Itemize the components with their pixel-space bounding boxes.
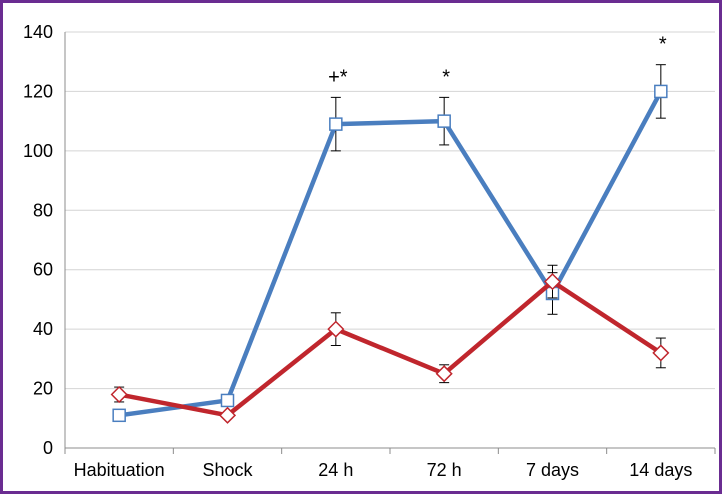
data-point [329,117,343,131]
x-tick-label: 14 days [629,460,692,480]
data-point [437,114,451,128]
y-tick-label: 60 [33,260,53,280]
y-tick-label: 0 [43,438,53,458]
series-1 [112,64,668,423]
x-tick-label: 72 h [427,460,462,480]
annotations: +* * * [328,34,667,89]
series [110,64,670,424]
x-tick-label: Shock [202,460,253,480]
series-line [118,279,663,418]
data-point [110,385,128,404]
x-tick-label: 7 days [526,460,579,480]
data-point [435,365,453,383]
y-tick-label: 120 [23,81,53,101]
significance-marker: +* [328,66,348,88]
data-point [220,393,235,408]
significance-marker: * [442,66,450,88]
significance-marker: * [659,34,667,56]
x-tick-label: 24 h [318,460,353,480]
data-point [654,84,668,99]
data-point [327,320,345,338]
gridlines [65,31,715,390]
y-tick-label: 80 [33,200,53,220]
series-2 [110,264,670,424]
y-tick-label: 40 [33,319,53,339]
x-tick-label: Habituation [74,460,165,480]
data-point [652,344,670,362]
axes: 0 20 40 60 80 100 120 140 Habituation Shock 24 h 72… [23,22,716,480]
y-tick-label: 100 [23,141,53,161]
data-point [543,273,562,291]
series-line [118,90,663,418]
y-tick-label: 20 [33,379,53,399]
line-chart: 0 20 40 60 80 100 120 140 Habituation Shock 24 h 72… [23,22,716,480]
data-point [112,408,126,423]
data-point [218,406,237,424]
y-tick-label: 140 [23,22,53,42]
